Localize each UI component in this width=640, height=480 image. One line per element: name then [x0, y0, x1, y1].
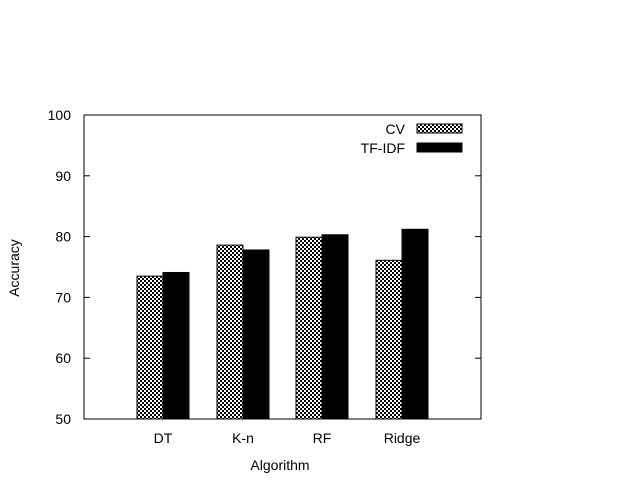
y-tick-label: 90: [55, 168, 71, 184]
y-tick-label: 50: [55, 411, 71, 427]
x-axis-ticks: DT K-n RF Ridge: [154, 413, 421, 446]
plot-frame: [83, 114, 482, 420]
x-tick-label: DT: [154, 430, 173, 446]
y-tick-label: 70: [55, 289, 71, 305]
x-tick-label: Ridge: [384, 430, 421, 446]
legend-label-tfidf: TF-IDF: [361, 140, 405, 156]
legend-swatch-tfidf: [416, 142, 463, 153]
y-tick-label: 60: [55, 350, 71, 366]
x-axis-label: Algorithm: [250, 457, 309, 473]
x-tick-label: RF: [313, 430, 332, 446]
legend-label-cv: CV: [386, 121, 406, 137]
y-tick-label: 100: [48, 107, 72, 123]
bar-tfidf-ridge: [401, 228, 429, 420]
bar-cv-rf: [295, 236, 323, 420]
x-tick-label: K-n: [232, 430, 254, 446]
legend-swatch-cv: [416, 123, 463, 134]
bars: [136, 228, 429, 420]
bar-cv-kn: [216, 244, 244, 420]
bar-tfidf-dt: [162, 271, 190, 420]
y-tick-label: 80: [55, 229, 71, 245]
bar-cv-ridge: [375, 259, 403, 420]
bar-cv-dt: [136, 275, 164, 420]
y-axis-label: Accuracy: [6, 239, 22, 297]
y-axis-ticks: 50 60 70 80 90 100: [48, 107, 481, 427]
legend: CV TF-IDF: [361, 121, 463, 156]
bar-tfidf-kn: [242, 249, 270, 420]
bar-tfidf-rf: [321, 234, 349, 420]
